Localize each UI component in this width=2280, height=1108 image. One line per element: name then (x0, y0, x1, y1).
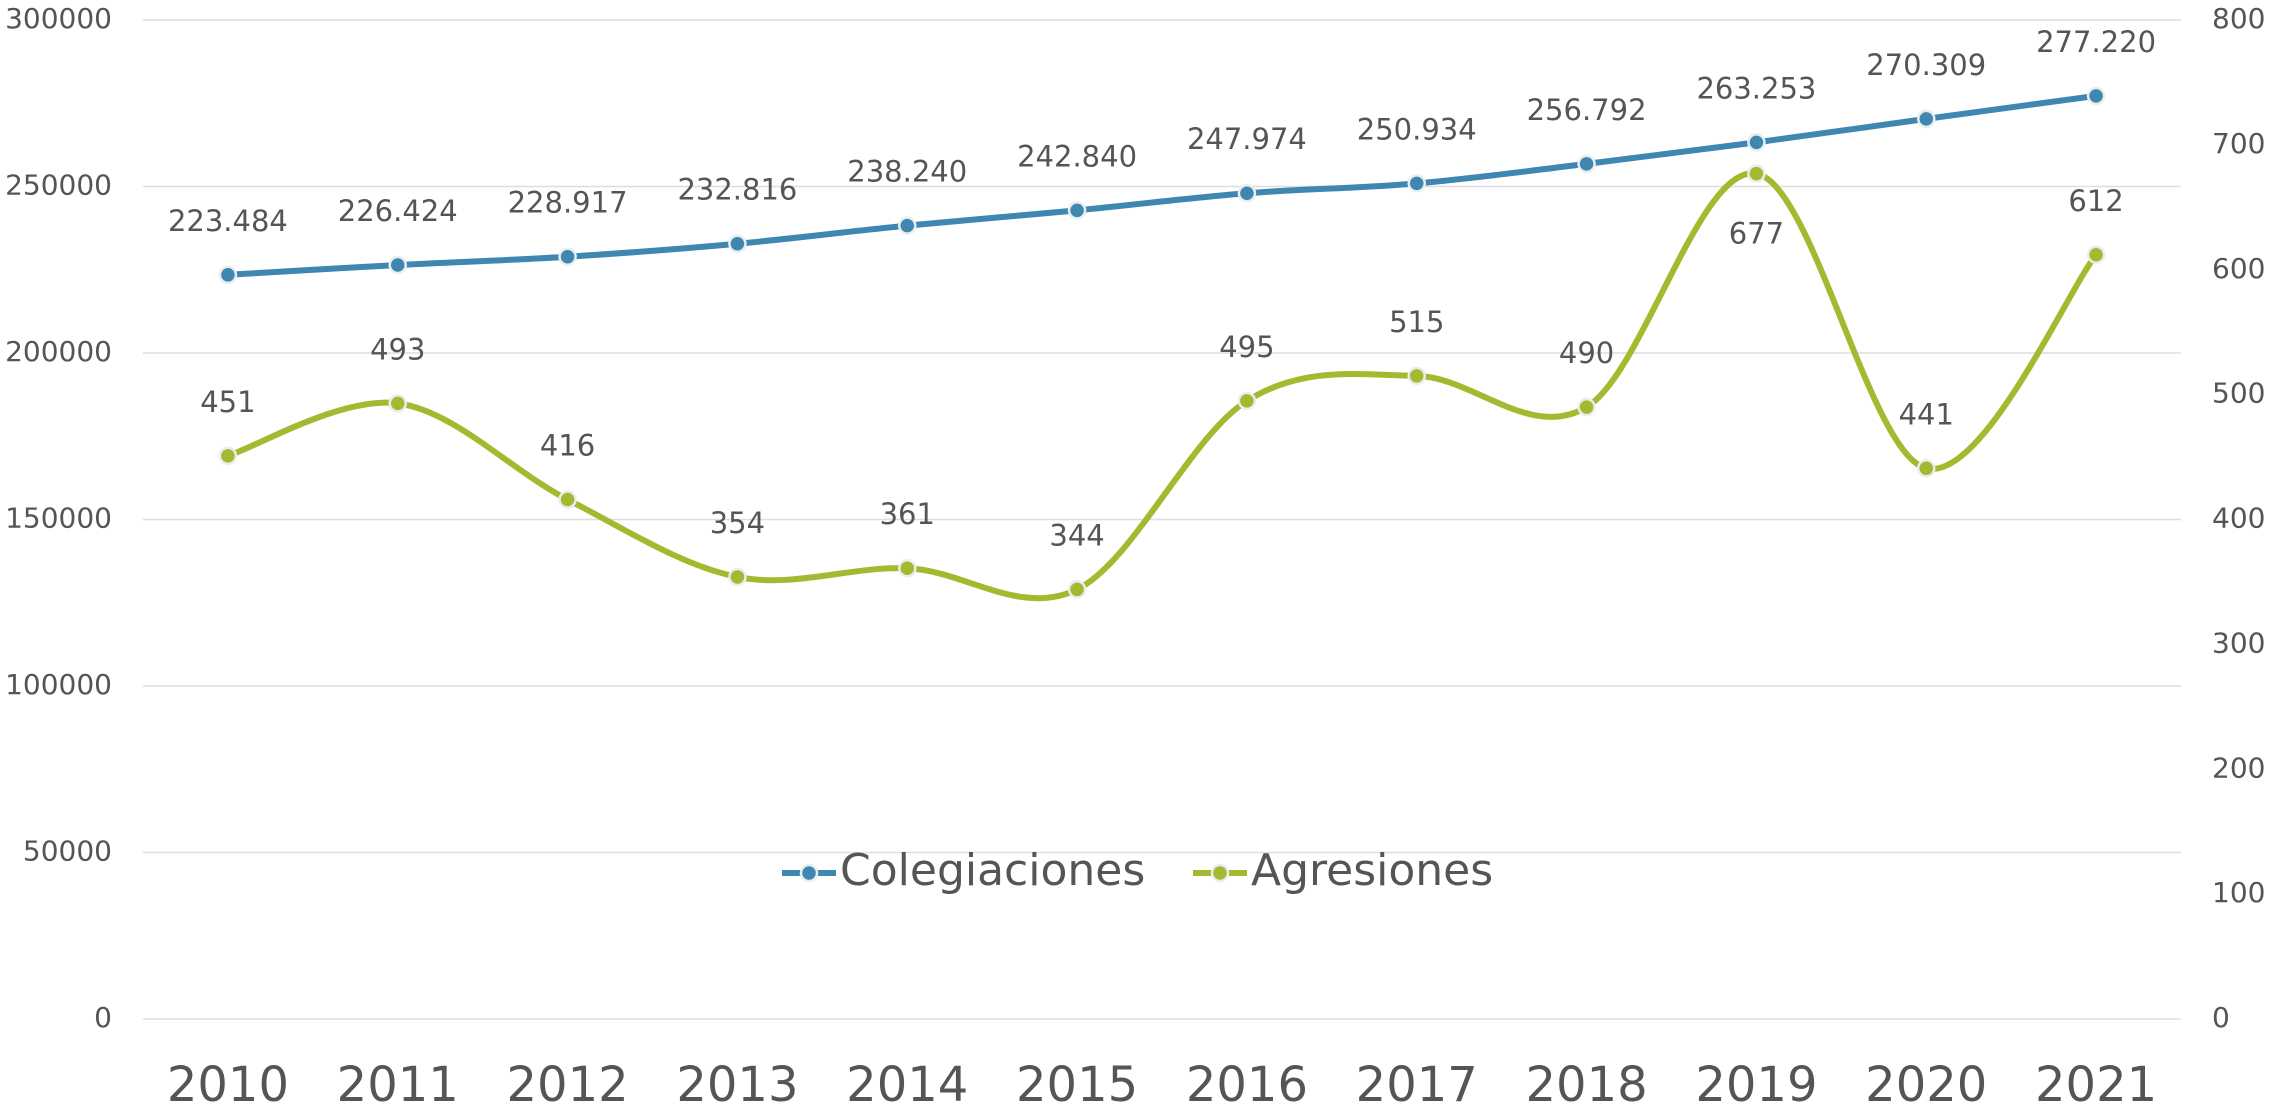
data-label: 238.240 (847, 155, 967, 189)
y2-tick-label: 300 (2212, 626, 2265, 659)
marker (1407, 366, 1426, 386)
marker (1067, 580, 1087, 599)
y2-tick-label: 700 (2212, 127, 2265, 160)
marker (1577, 397, 1596, 417)
y2-tick-label: 500 (2212, 377, 2265, 410)
x-tick-label: 2012 (507, 1057, 629, 1108)
data-label: 490 (1559, 336, 1614, 370)
data-label: 416 (540, 429, 595, 463)
data-label: 495 (1219, 330, 1274, 364)
marker (1747, 164, 1766, 183)
y-tick-label: 0 (94, 1001, 112, 1034)
x-tick-label: 2018 (1526, 1057, 1648, 1108)
x-tick-label: 2020 (1865, 1057, 1987, 1108)
marker (1067, 201, 1087, 220)
x-tick-label: 2016 (1186, 1057, 1308, 1108)
marker (558, 247, 577, 266)
x-tick-label: 2017 (1356, 1057, 1478, 1108)
line (224, 170, 2100, 602)
y2-tick-label: 200 (2212, 751, 2265, 784)
y-tick-label: 200000 (5, 335, 112, 368)
data-label: 250.934 (1357, 112, 1477, 146)
data-label: 270.309 (1866, 48, 1986, 82)
marker (558, 490, 577, 509)
y-tick-label: 300000 (5, 2, 112, 35)
data-label: 354 (710, 506, 765, 540)
marker (1407, 174, 1426, 193)
marker (728, 234, 747, 253)
x-tick-label: 2011 (337, 1057, 459, 1108)
data-label: 344 (1049, 518, 1104, 552)
data-label: 242.840 (1017, 139, 1137, 173)
marker (728, 567, 747, 587)
marker (1237, 183, 1257, 203)
data-label: 223.484 (168, 204, 288, 238)
y2-tick-label: 0 (2212, 1001, 2230, 1034)
data-label: 232.816 (677, 173, 797, 207)
legend-marker (799, 863, 819, 883)
data-label: 256.792 (1527, 93, 1647, 127)
marker (1237, 391, 1257, 411)
marker (898, 216, 917, 235)
x-tick-label: 2013 (676, 1057, 798, 1108)
y2-tick-label: 400 (2212, 502, 2265, 535)
x-tick-label: 2010 (167, 1057, 289, 1108)
marker (388, 394, 407, 413)
legend-marker (1210, 863, 1230, 883)
data-label: 677 (1729, 217, 1784, 251)
data-label: 493 (370, 332, 425, 366)
data-label: 228.917 (508, 186, 628, 220)
marker (2086, 86, 2106, 106)
marker (1577, 154, 1596, 174)
legend-label: Colegiaciones (840, 845, 1145, 896)
y-tick-label: 50000 (23, 835, 112, 868)
marker (898, 558, 917, 578)
marker (218, 265, 238, 285)
x-tick-label: 2014 (846, 1057, 968, 1108)
marker (1917, 109, 1936, 129)
marker (1747, 133, 1766, 152)
marker (218, 446, 238, 466)
data-label: 441 (1899, 397, 1954, 431)
data-label: 277.220 (2036, 25, 2156, 59)
y-tick-label: 250000 (5, 169, 112, 202)
data-label: 612 (2068, 184, 2123, 218)
legend-label: Agresiones (1251, 845, 1493, 896)
data-label: 451 (200, 385, 255, 419)
y2-tick-label: 100 (2212, 876, 2265, 909)
y2-tick-label: 800 (2212, 2, 2265, 35)
x-tick-label: 2021 (2035, 1057, 2157, 1108)
y2-tick-label: 600 (2212, 252, 2265, 285)
data-label: 247.974 (1187, 122, 1307, 156)
y-tick-label: 100000 (5, 668, 112, 701)
data-label: 226.424 (338, 194, 458, 228)
marker (388, 255, 407, 275)
x-tick-label: 2015 (1016, 1057, 1138, 1108)
data-label: 361 (880, 497, 935, 531)
data-label: 263.253 (1696, 71, 1816, 105)
marker (1917, 459, 1936, 478)
x-tick-label: 2019 (1695, 1057, 1817, 1108)
data-label: 515 (1389, 305, 1444, 339)
line (224, 92, 2100, 278)
y-tick-label: 150000 (5, 502, 112, 535)
marker (2086, 245, 2106, 265)
